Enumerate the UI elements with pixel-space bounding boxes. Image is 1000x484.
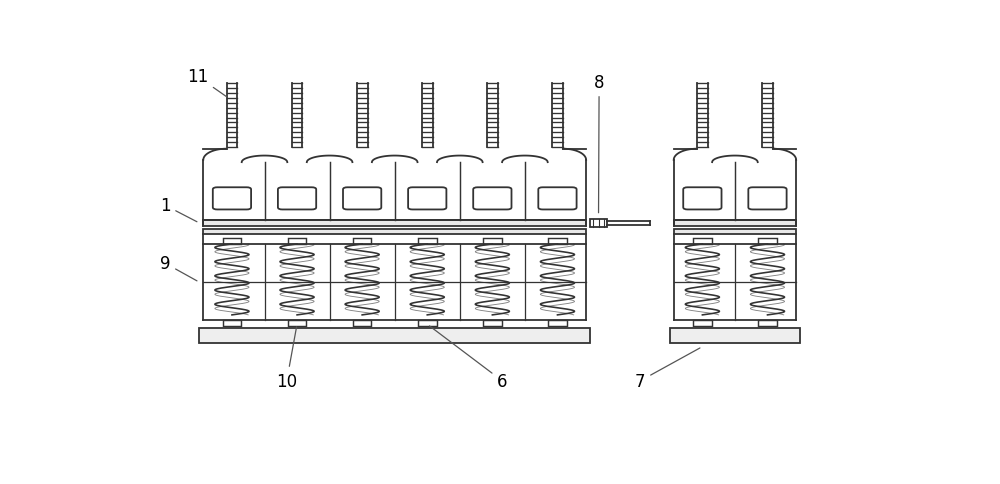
Bar (483, 321, 502, 326)
Bar (674, 220, 796, 227)
FancyBboxPatch shape (278, 188, 316, 210)
FancyBboxPatch shape (748, 188, 787, 210)
Bar (674, 230, 796, 234)
Bar (590, 220, 607, 227)
Bar (548, 239, 567, 244)
Bar (199, 328, 590, 343)
Text: 1: 1 (160, 197, 197, 222)
Text: 9: 9 (160, 255, 197, 281)
Bar (203, 230, 586, 234)
Bar (548, 321, 567, 326)
FancyBboxPatch shape (538, 188, 577, 210)
FancyBboxPatch shape (473, 188, 511, 210)
Text: 8: 8 (594, 74, 604, 213)
Bar (693, 321, 712, 326)
FancyBboxPatch shape (343, 188, 381, 210)
Bar (418, 321, 437, 326)
Bar (758, 239, 777, 244)
Bar (418, 239, 437, 244)
Bar (670, 328, 800, 343)
FancyBboxPatch shape (213, 188, 251, 210)
FancyBboxPatch shape (683, 188, 722, 210)
Bar (288, 239, 306, 244)
Text: 10: 10 (276, 327, 297, 390)
Bar (353, 321, 371, 326)
Text: 11: 11 (187, 68, 227, 97)
Bar (693, 239, 712, 244)
Text: 7: 7 (635, 348, 700, 390)
Bar (223, 321, 241, 326)
FancyBboxPatch shape (408, 188, 446, 210)
Bar (203, 220, 586, 227)
Text: 6: 6 (429, 326, 508, 390)
Bar (288, 321, 306, 326)
Bar (758, 321, 777, 326)
Bar (223, 239, 241, 244)
Bar (483, 239, 502, 244)
Bar (353, 239, 371, 244)
